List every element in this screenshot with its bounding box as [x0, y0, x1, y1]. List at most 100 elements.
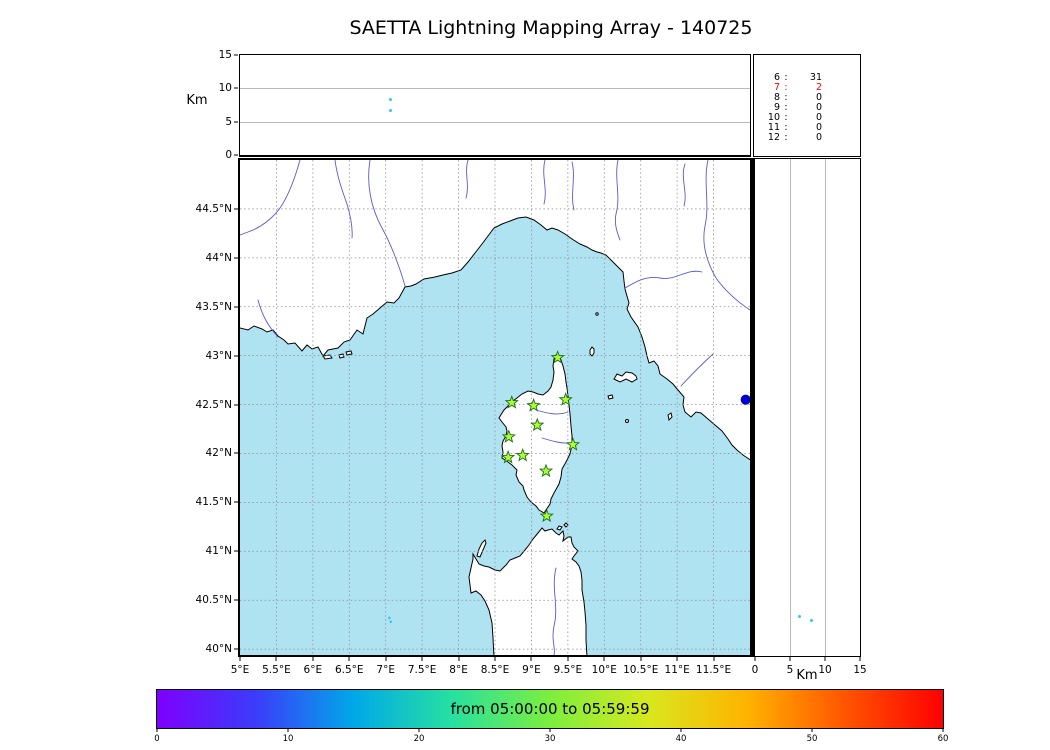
colorbar-tick-label: 40 [675, 734, 687, 744]
lightning-point [389, 620, 393, 624]
station-count-row: 9: 0 [756, 103, 860, 113]
river [257, 299, 279, 338]
lon-tick-mark [713, 657, 715, 661]
colorbar-tick-mark [287, 729, 289, 732]
river [552, 567, 557, 655]
river [571, 161, 575, 211]
lon-tick-mark [312, 657, 314, 661]
separator: : [784, 122, 788, 133]
alt-tick-mark [234, 54, 238, 56]
lon-tick-label: 10.5°E [623, 664, 659, 676]
lon-tick-label: 9°E [522, 664, 541, 676]
alt-tick-label: 5 [786, 664, 794, 676]
station-count: 0 [815, 132, 822, 143]
station-count: 0 [815, 102, 822, 113]
lake-marker [740, 394, 750, 405]
river [624, 270, 703, 289]
lon-tick-label: 11.5°E [695, 664, 732, 676]
alt-tick-label: 15 [218, 49, 232, 61]
alt-tick-label: 10 [218, 82, 232, 95]
river [543, 160, 546, 205]
lon-tick-label: 8.5°E [480, 664, 510, 676]
lightning-point [798, 615, 802, 619]
top-panel-y-axis-label: Km [186, 93, 208, 108]
small-island-gorgona [595, 312, 599, 316]
lat-tick-label: 40.5°N [195, 594, 232, 607]
colorbar-tick-mark [811, 729, 813, 732]
lon-tick-label: 9.5°E [553, 664, 583, 676]
sardinia-island [468, 527, 588, 655]
station-id: 7 [773, 82, 780, 93]
alt-tick-label: 15 [853, 664, 867, 676]
lon-tick-mark [458, 657, 460, 661]
small-island-giglio [667, 412, 673, 422]
alt-tick-mark [824, 657, 826, 661]
map-gridlines [240, 160, 750, 655]
lat-tick-label: 44.5°N [195, 202, 232, 215]
small-island-elba [613, 371, 638, 383]
station-count: 2 [815, 82, 822, 93]
lon-tick-label: 6.5°E [334, 664, 364, 676]
small-island-montecristo [625, 419, 629, 423]
small-island-maddalena [556, 525, 563, 531]
river [465, 160, 469, 199]
lat-tick-mark [234, 404, 238, 406]
altitude-vs-longitude-panel [239, 54, 751, 157]
map-lightning-points [388, 616, 393, 624]
colorbar-tick-mark [156, 729, 158, 732]
lightning-point [388, 616, 391, 620]
corsica-island [498, 353, 573, 514]
colorbar-tick-mark [680, 729, 682, 732]
mainland-coastline [240, 160, 750, 461]
lon-tick-label: 7°E [376, 664, 395, 676]
lat-tick-label: 42.5°N [195, 398, 232, 411]
river [535, 409, 569, 415]
separator: : [784, 102, 788, 113]
station-count-row: 10: 0 [756, 113, 860, 123]
river [334, 160, 353, 239]
lat-tick-mark [234, 355, 238, 357]
small-island-porquerolles [322, 354, 333, 360]
river [614, 160, 621, 241]
lma-station-marker [558, 392, 573, 406]
lat-tick-mark [234, 550, 238, 552]
lon-tick-mark [676, 657, 678, 661]
lon-tick-mark [275, 657, 277, 661]
alt-tick-mark [234, 87, 238, 89]
lat-tick-mark [234, 452, 238, 454]
station-id: 10 [767, 112, 780, 123]
lma-station-marker [500, 449, 516, 464]
figure-title: SAETTA Lightning Mapping Array - 140725 [349, 17, 753, 39]
altitude-gridline [240, 121, 750, 123]
lat-tick-label: 43.5°N [195, 300, 232, 313]
lma-station-marker [504, 395, 519, 409]
colorbar-tick-label: 60 [937, 734, 949, 744]
station-id: 6 [773, 72, 780, 83]
station-count-row: 6: 31 [756, 73, 860, 83]
separator: : [784, 92, 788, 103]
lon-tick-label: 8°E [449, 664, 468, 676]
lon-tick-label: 7.5°E [407, 664, 437, 676]
colorbar-tick-label: 50 [806, 734, 818, 744]
river [680, 353, 714, 387]
lat-tick-mark [234, 648, 238, 650]
right-panel-x-axis-label: Km [796, 668, 818, 683]
lma-station-marker [539, 508, 554, 523]
colorbar-tick-label: 10 [282, 734, 294, 744]
lat-tick-label: 41.5°N [195, 496, 232, 509]
map [240, 160, 750, 655]
station-counts-panel: 6: 31 7: 2 8: 0 9: 0 10: 0 11: 0 12: 0 [753, 54, 861, 157]
lat-tick-mark [234, 257, 238, 259]
altitude-gridline [240, 88, 750, 90]
lon-tick-label: 11°E [664, 664, 690, 676]
station-id: 12 [767, 132, 780, 143]
map-panel [238, 158, 753, 657]
alt-tick-label: 0 [225, 149, 232, 161]
lat-tick-mark [234, 501, 238, 503]
station-markers [500, 350, 581, 523]
lon-tick-mark [421, 657, 423, 661]
river [703, 160, 750, 311]
lat-tick-mark [234, 306, 238, 308]
separator: : [784, 112, 788, 123]
